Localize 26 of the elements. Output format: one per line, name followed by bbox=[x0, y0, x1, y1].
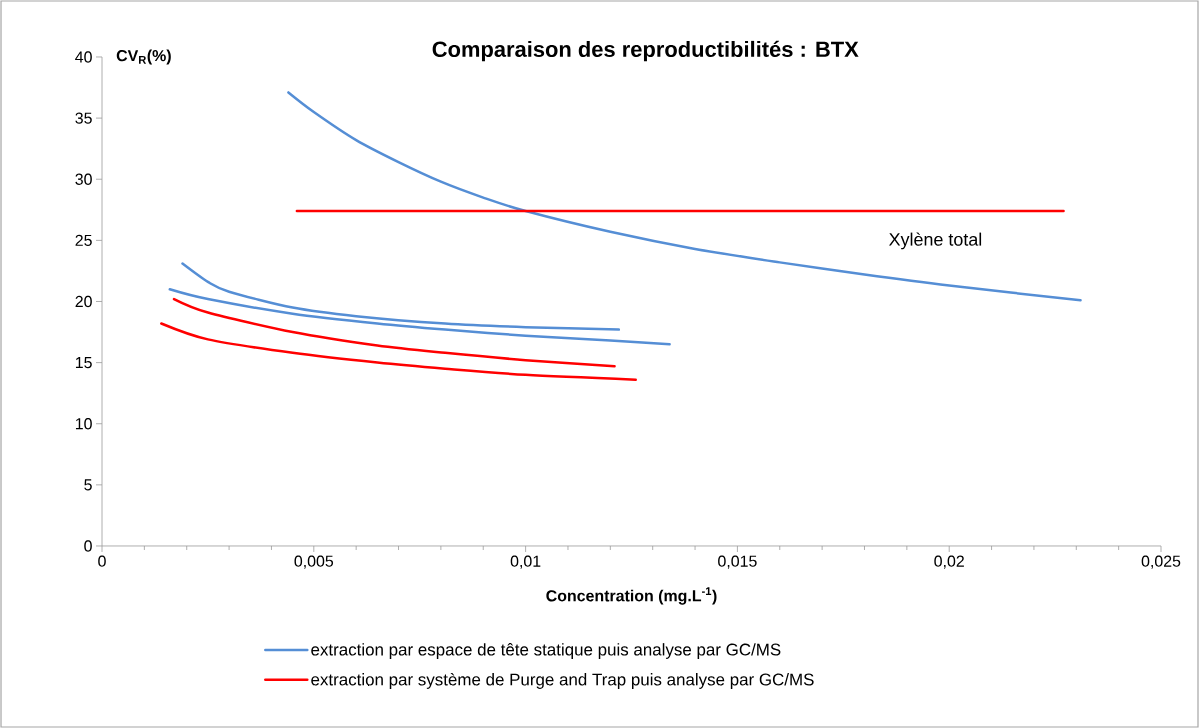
y-tick-label: 25 bbox=[75, 234, 92, 246]
y-tick-label: 20 bbox=[75, 295, 92, 308]
chart-title: Comparaison des reproductibilités : BTX bbox=[432, 40, 859, 62]
y-tick-label: 5 bbox=[84, 479, 92, 491]
line-series bbox=[181, 262, 621, 331]
x-tick-label: 0 bbox=[98, 555, 106, 567]
y-tick-label: 30 bbox=[75, 173, 92, 185]
line-series bbox=[287, 91, 1082, 302]
y-tick-label: 35 bbox=[75, 112, 92, 124]
y-tick-label: 40 bbox=[75, 51, 92, 63]
legend-label: extraction par système de Purge and Trap puis analyse par GC/MS bbox=[311, 672, 814, 689]
x-tick-label: 0,015 bbox=[718, 555, 757, 569]
y-tick-label: 0 bbox=[84, 540, 92, 552]
y-tick-label: 10 bbox=[75, 418, 92, 430]
annotation: Xylène total bbox=[889, 232, 982, 250]
legend-label: extraction par espace de tête statique puis analyse par GC/MS bbox=[311, 643, 781, 659]
x-tick-label: 0,005 bbox=[294, 555, 334, 569]
y-axis-title: CV$_{R}$(%) bbox=[116, 49, 171, 65]
x-axis-title: Concentration (mg.L$^{-1}$) bbox=[546, 587, 717, 605]
x-tick-label: 0,02 bbox=[934, 555, 964, 569]
x-tick-label: 0,025 bbox=[1141, 555, 1181, 569]
line-series bbox=[160, 322, 637, 381]
x-tick-label: 0,01 bbox=[510, 555, 541, 569]
line-series bbox=[172, 297, 616, 368]
y-tick-label: 15 bbox=[75, 357, 92, 369]
line-series bbox=[168, 288, 671, 346]
